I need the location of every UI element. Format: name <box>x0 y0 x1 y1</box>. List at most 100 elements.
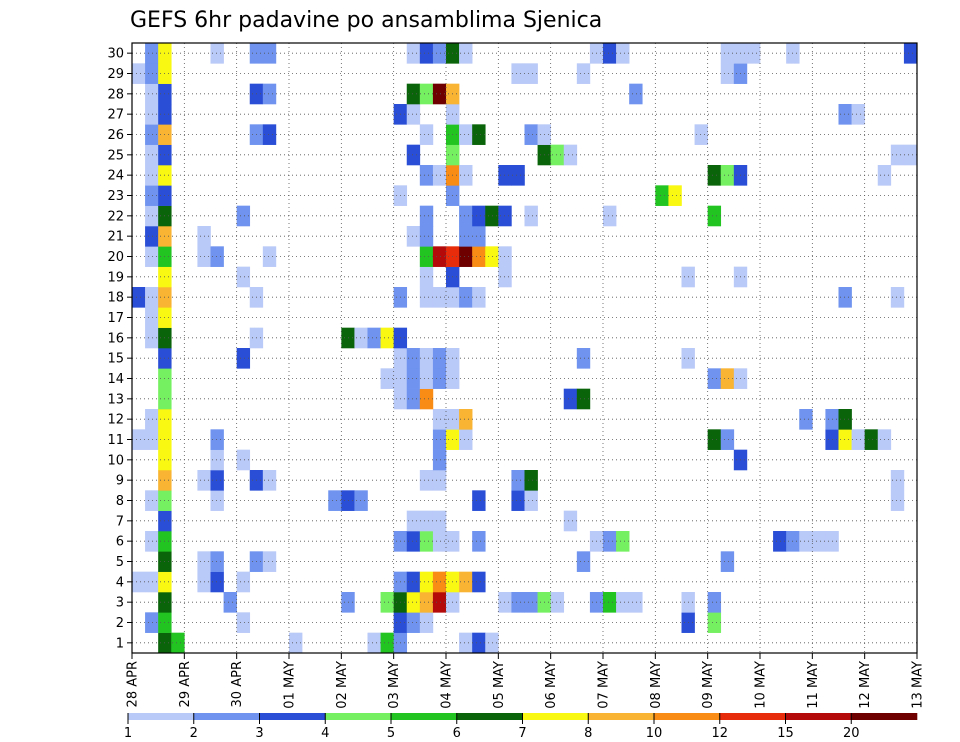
heatmap-cell-member-3-step-36 <box>603 592 617 613</box>
heatmap-cell-member-6-step-51 <box>799 531 813 552</box>
heatmap-cell-member-13-step-21 <box>406 388 421 410</box>
heatmap-cell-member-12-step-54 <box>838 409 852 430</box>
heatmap-cell-member-14-step-44 <box>707 368 722 389</box>
heatmap-cell-member-8-step-58 <box>890 490 905 511</box>
heatmap-cell-member-22-step-26 <box>472 205 486 227</box>
y-tick-label: 19 <box>107 270 124 285</box>
colorbar-swatch <box>128 713 195 720</box>
y-tick-label: 26 <box>107 128 124 143</box>
heatmap-cell-member-22-step-8 <box>236 205 251 227</box>
colorbar-label: 5 <box>387 726 395 741</box>
heatmap-cell-member-16-step-19 <box>380 327 394 349</box>
heatmap-cell-member-9-step-58 <box>890 470 905 491</box>
heatmap-cell-member-20-step-25 <box>459 246 473 267</box>
heatmap-cell-member-24-step-45 <box>720 165 735 186</box>
heatmap-cell-member-15-step-22 <box>419 348 434 369</box>
heatmap-cell-member-3-step-21 <box>406 592 421 613</box>
heatmap-cell-member-20-step-1 <box>145 246 159 267</box>
heatmap-cell-member-4-step-8 <box>236 571 251 593</box>
y-tick-label: 24 <box>107 169 124 184</box>
heatmap-cell-member-11-step-44 <box>707 429 722 450</box>
x-tick-label: 04 MAY <box>440 661 455 709</box>
y-tick-label: 14 <box>107 372 124 387</box>
heatmap-cell-member-8-step-1 <box>145 490 159 511</box>
heatmap-cell-member-1-step-19 <box>380 632 394 654</box>
colorbar-label: 7 <box>518 726 526 741</box>
heatmap-cell-member-14-step-21 <box>406 368 421 389</box>
heatmap-cell-member-12-step-1 <box>145 409 159 430</box>
heatmap-cell-member-30-step-6 <box>210 43 224 64</box>
heatmap-cell-member-1-step-12 <box>289 632 303 654</box>
heatmap-cell-member-3-step-23 <box>432 592 447 613</box>
colorbar-swatch <box>522 713 589 720</box>
heatmap-cell-member-24-step-22 <box>419 165 434 186</box>
heatmap-cell-member-4-step-22 <box>419 571 434 593</box>
heatmap-cell-member-8-step-6 <box>210 490 224 511</box>
heatmap-cell-member-2-step-21 <box>406 612 421 633</box>
heatmap-cell-member-4-step-21 <box>406 571 421 593</box>
colorbar-swatch <box>851 713 918 720</box>
heatmap-cell-member-23-step-40 <box>655 185 669 206</box>
colorbar-swatch <box>654 713 721 720</box>
colorbar-swatch <box>719 713 786 720</box>
heatmap-cell-member-6-step-21 <box>406 531 421 552</box>
heatmap-cell-member-3-step-29 <box>511 592 525 613</box>
heatmap-cell-member-14-step-23 <box>432 368 447 389</box>
heatmap-cell-member-11-step-6 <box>210 429 224 450</box>
heatmap-cell-member-12-step-25 <box>459 409 473 430</box>
y-tick-label: 2 <box>116 616 124 631</box>
y-tick-label: 8 <box>116 494 124 509</box>
heatmap-cell-member-20-step-6 <box>210 246 224 267</box>
plot-frame <box>131 42 918 654</box>
y-tick-label: 21 <box>107 230 124 245</box>
x-tick-label: 12 MAY <box>858 661 873 709</box>
x-tick-label: 13 MAY <box>911 661 926 709</box>
colorbar-label: 20 <box>843 726 860 741</box>
heatmap-cell-member-9-step-10 <box>262 470 277 491</box>
x-tick-label: 29 APR <box>178 661 193 707</box>
heatmap-cell-member-13-step-22 <box>419 388 434 410</box>
heatmap-cell-member-18-step-26 <box>472 287 486 308</box>
heatmap-cell-member-3-step-38 <box>629 592 643 613</box>
heatmap-cell-member-14-step-19 <box>380 368 394 389</box>
heatmap-cell-member-20-step-10 <box>262 246 277 267</box>
heatmap-cell-member-24-step-44 <box>707 165 722 186</box>
heatmap-cell-member-18-step-0 <box>132 287 146 308</box>
heatmap-cell-member-20-step-22 <box>419 246 434 267</box>
heatmap-cell-member-24-step-23 <box>432 165 447 186</box>
heatmap-cell-member-23-step-1 <box>145 185 159 206</box>
colorbar-label: 3 <box>255 726 263 741</box>
heatmap-cell-member-16-step-18 <box>367 327 381 349</box>
heatmap-cell-member-28-step-10 <box>262 83 277 105</box>
heatmap-cell-member-28-step-21 <box>406 83 421 105</box>
heatmap-cell-member-8-step-26 <box>472 490 486 511</box>
heatmap-cell-member-30-step-22 <box>419 43 434 64</box>
heatmap-cell-member-21-step-26 <box>472 226 486 247</box>
heatmap-cell-member-21-step-21 <box>406 226 421 247</box>
heatmap-cell-member-15-step-23 <box>432 348 447 369</box>
heatmap-cell-member-6-step-23 <box>432 531 447 552</box>
y-tick-label: 4 <box>116 575 124 590</box>
heatmap-cell-member-26-step-30 <box>524 124 538 145</box>
heatmap-cell-member-12-step-23 <box>432 409 447 430</box>
heatmap-cell-member-28-step-38 <box>629 83 643 105</box>
heatmap-cell-member-9-step-29 <box>511 470 525 491</box>
heatmap-cell-member-14-step-22 <box>419 368 434 389</box>
heatmap-cell-member-2-step-8 <box>236 612 251 633</box>
heatmap-cell-member-27-step-21 <box>406 104 421 125</box>
heatmap-cell-member-9-step-22 <box>419 470 434 491</box>
x-tick-label: 09 MAY <box>701 661 716 709</box>
heatmap-cell-member-6-step-36 <box>603 531 617 552</box>
heatmap-cell-member-10-step-6 <box>210 449 224 471</box>
heatmap-cell-member-11-step-1 <box>145 429 159 450</box>
heatmap-cell-member-26-step-22 <box>419 124 434 145</box>
heatmap-cell-member-7-step-21 <box>406 510 421 532</box>
colorbar-label: 12 <box>711 726 728 741</box>
heatmap-cell-member-11-step-25 <box>459 429 473 450</box>
heatmap-cell-member-6-step-1 <box>145 531 159 552</box>
x-axis-ticks: 28 APR 29 APR 30 APR 01 MAY 02 MAY 03 MAY 04 M… <box>126 653 926 709</box>
heatmap-cell-member-18-step-1 <box>145 287 159 308</box>
heatmap-cell-member-22-step-30 <box>524 205 538 227</box>
heatmap-cell-member-6-step-37 <box>616 531 630 552</box>
